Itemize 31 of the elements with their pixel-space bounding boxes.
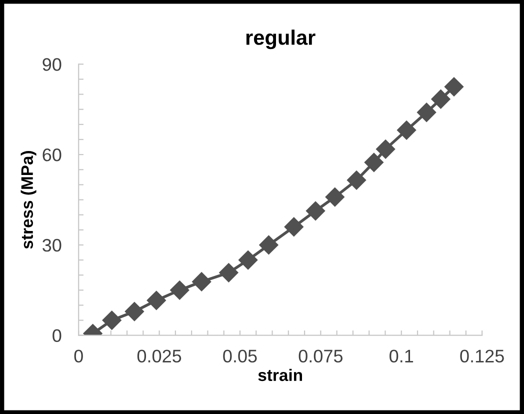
point bbox=[444, 77, 464, 96]
y-tick-label: 30 bbox=[42, 238, 62, 252]
point bbox=[431, 90, 450, 109]
chart-title: regular bbox=[246, 30, 316, 50]
point bbox=[219, 263, 238, 282]
point bbox=[417, 102, 436, 122]
y-tick-label: 60 bbox=[42, 148, 62, 162]
point bbox=[364, 152, 384, 172]
y-tick-label: 90 bbox=[42, 58, 62, 71]
x-tick-label: 0.075 bbox=[298, 350, 343, 362]
point bbox=[397, 120, 416, 140]
point bbox=[346, 170, 366, 190]
y-axis-title: stress (MPa) bbox=[20, 151, 36, 249]
point bbox=[192, 272, 212, 292]
point bbox=[259, 235, 278, 254]
x-tick-label: 0.05 bbox=[223, 350, 257, 362]
point bbox=[306, 201, 326, 220]
x-axis-title: strain bbox=[258, 368, 302, 382]
point bbox=[238, 250, 258, 270]
point bbox=[124, 302, 144, 322]
x-tick-label: 0.1 bbox=[390, 350, 414, 362]
point bbox=[284, 217, 304, 236]
point bbox=[170, 280, 190, 300]
point bbox=[102, 310, 122, 330]
point bbox=[146, 290, 166, 310]
x-tick-label: 0 bbox=[74, 350, 83, 362]
x-tick-label: 0.025 bbox=[137, 350, 182, 362]
y-tick-label: 0 bbox=[52, 329, 62, 342]
x-tick-label: 0.125 bbox=[460, 350, 504, 362]
point bbox=[325, 188, 344, 207]
point bbox=[376, 140, 396, 159]
